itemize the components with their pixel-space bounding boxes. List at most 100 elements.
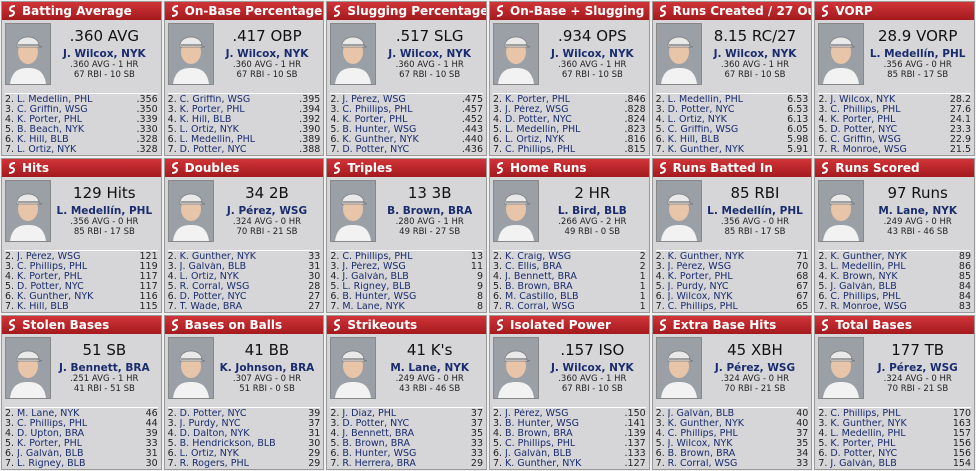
rank: 4. [5, 428, 15, 439]
portrait-art [168, 24, 213, 84]
leader-name: L. Medellín, PHL [869, 48, 966, 60]
rank: 5. [330, 281, 340, 292]
leader-card: Batting Average .360 AVG J. Wilcox, NYK .36… [1, 1, 162, 156]
leader-info: .517 SLG J. Wilcox, NYK .360 AVG - 1 HR 67 … [376, 23, 483, 91]
player-name: C. Phillips, PHL [17, 419, 88, 429]
portrait-art [656, 181, 701, 241]
card-title: Strikeouts [327, 316, 486, 334]
runner-up-row: 2. C. Phillips, PHL 13 [330, 252, 483, 262]
stat-value: 33 [470, 448, 483, 459]
leader-info: 41 BB K. Johnson, BRA .307 AVG - 0 HR 51 RB… [214, 337, 321, 405]
player-portrait [655, 180, 702, 242]
player-name: C. Ellis, BRA [505, 262, 562, 272]
runner-up-row: 6. L. Ortiz, NYK 29 [168, 449, 321, 459]
rank: 4. [655, 271, 665, 282]
rank: 2. [330, 94, 340, 105]
rank: 4. [167, 114, 177, 125]
leader-panel: 34 2B J. Pérez, WSG .324 AVG - 0 HR 70 RBI … [165, 177, 324, 248]
stat-value: 6.13 [787, 114, 809, 125]
runner-up-list: 2. J. Pérez, WSG 121 3. C. Phillips, PHL 119 4… [5, 250, 158, 312]
player-name: B. Beach, NYK [17, 125, 85, 135]
rank: 4. [655, 428, 665, 439]
rank: 3. [5, 418, 15, 429]
runner-up-row: 2. K. Gunther, NYK 71 [656, 252, 809, 262]
swoosh-icon [822, 5, 829, 17]
runner-up-row: 3. C. Phillips, PHL 27.6 [818, 105, 971, 115]
leader-stat: .934 OPS [558, 27, 627, 45]
card-title: Slugging Percentage [327, 2, 486, 20]
leader-panel: 8.15 RC/27 J. Wilcox, NYK .360 AVG - 1 HR 6… [653, 20, 812, 91]
runner-up-row: 5. C. Griffin, WSG 6.05 [656, 125, 809, 135]
runner-up-row: 4. K. Porter, PHL 117 [5, 272, 158, 282]
player-name: D. Potter, NYC [667, 105, 735, 115]
stat-value: 5.98 [787, 134, 809, 145]
stat-value: 83 [958, 301, 971, 312]
rank: 6. [493, 134, 503, 145]
runner-up-row: 3. J. Pérez, WSG 70 [656, 262, 809, 272]
player-name: D. Potter, NYC [179, 409, 247, 419]
stat-value: .150 [624, 408, 646, 419]
stat-value: 37 [308, 418, 321, 429]
rank: 3. [5, 261, 15, 272]
rank: 7. [493, 144, 503, 155]
leader-info: 51 SB J. Bennett, BRA .251 AVG - 1 HR 41 RB… [51, 337, 158, 405]
rank: 6. [818, 448, 828, 459]
player-name: J. Galván, BLB [179, 262, 247, 272]
stat-value: 119 [139, 261, 158, 272]
rank: 3. [167, 104, 177, 115]
stat-value: 33 [796, 458, 809, 469]
player-name: L. Rigney, BLB [342, 282, 411, 292]
stat-value: 6.53 [787, 94, 809, 105]
rank: 7. [655, 458, 665, 469]
rank: 2. [818, 408, 828, 419]
leader-line: .324 AVG - 0 HR [883, 374, 952, 384]
rank: 5. [330, 438, 340, 449]
rank: 7. [5, 458, 15, 469]
stat-value: 31 [308, 428, 321, 439]
runner-up-row: 4. K. Brown, NYK 85 [818, 272, 971, 282]
rank: 7. [167, 458, 177, 469]
player-name: J. Purdy, NYC [667, 282, 729, 292]
player-name: K. Porter, PHL [17, 439, 83, 449]
player-name: R. Corral, WSG [505, 302, 575, 312]
stat-value: .452 [461, 114, 483, 125]
player-portrait [493, 337, 539, 399]
leader-line: .356 AVG - 0 HR [720, 217, 790, 227]
stat-value: .395 [299, 94, 321, 105]
rank: 3. [493, 261, 503, 272]
portrait-art [331, 338, 376, 398]
leader-line: .307 AVG - 0 HR [232, 374, 302, 384]
stat-value: .356 [136, 94, 158, 105]
player-portrait [330, 180, 377, 242]
runner-up-row: 6. D. Potter, NYC 156 [818, 449, 971, 459]
stat-value: 30 [145, 458, 158, 469]
leader-stat: 129 Hits [73, 184, 136, 202]
rank: 3. [655, 418, 665, 429]
swoosh-icon [171, 162, 178, 174]
stat-value: .133 [624, 448, 646, 459]
stat-value: 13 [470, 251, 483, 262]
leader-line: 41 RBI - 51 SB [73, 384, 135, 394]
rank: 5. [655, 438, 665, 449]
leader-line: 67 RBI - 10 SB [73, 70, 135, 80]
portrait-art [6, 181, 50, 241]
player-name: M. Castillo, BLB [505, 292, 579, 302]
player-name: R. Rogers, PHL [179, 459, 249, 469]
stat-value: 156 [952, 438, 971, 449]
stat-value: 37 [796, 428, 809, 439]
player-name: J. Pérez, WSG [505, 409, 569, 419]
leader-stat: 13 3B [407, 184, 452, 202]
rank: 7. [655, 144, 665, 155]
rank: 2. [5, 94, 15, 105]
rank: 6. [493, 448, 503, 459]
stat-value: .350 [136, 104, 158, 115]
player-name: K. Gunther, NYK [179, 252, 257, 262]
player-name: D. Potter, NYC [830, 449, 898, 459]
stat-value: 84 [958, 281, 971, 292]
stat-value: 170 [952, 408, 971, 419]
runner-up-row: 6. D. Potter, NYC 27 [168, 292, 321, 302]
runner-up-row: 5. K. Porter, PHL 33 [5, 439, 158, 449]
rank: 2. [167, 408, 177, 419]
player-portrait [493, 180, 539, 242]
rank: 2. [493, 408, 503, 419]
